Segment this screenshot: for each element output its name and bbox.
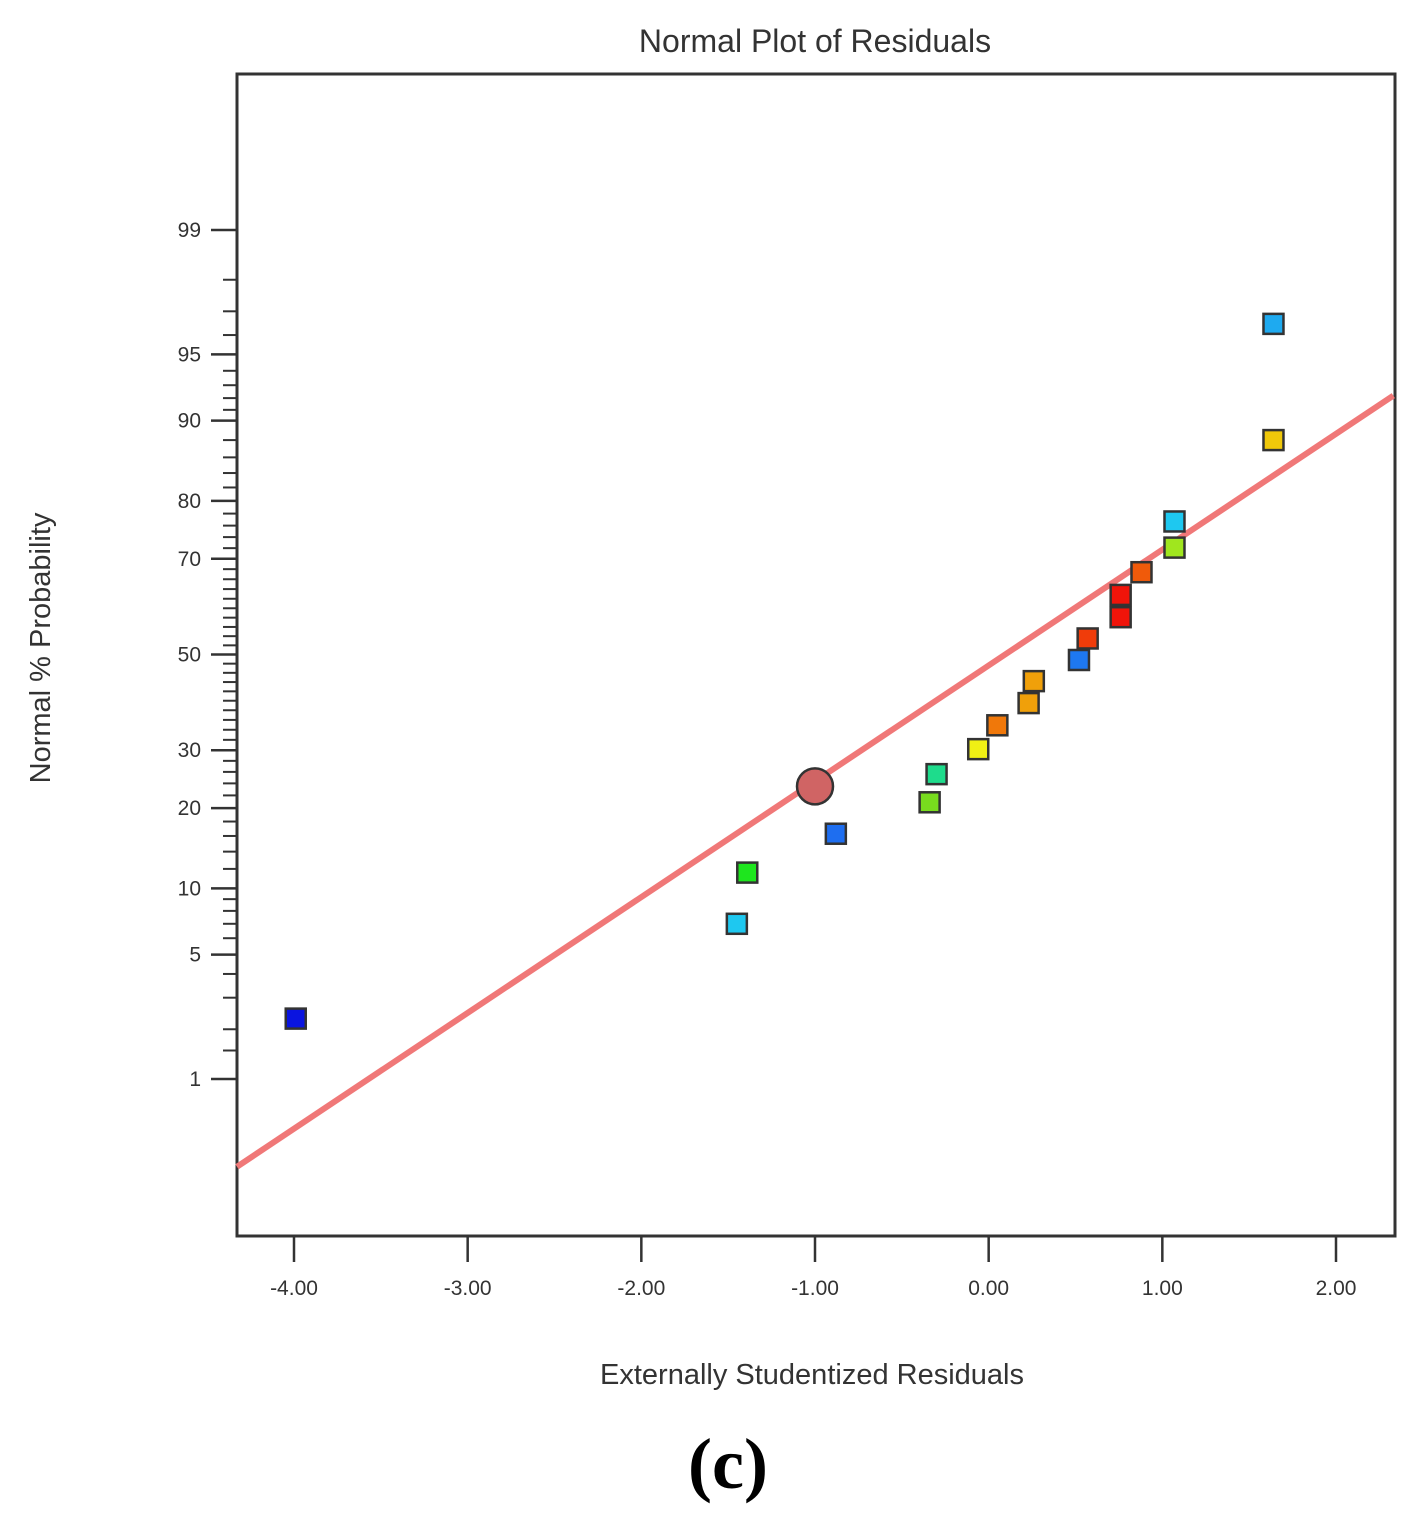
y-axis-label: Normal % Probability: [25, 512, 57, 783]
y-tick-label: 95: [178, 343, 201, 366]
data-point: [284, 1007, 307, 1030]
data-point: [1262, 312, 1285, 336]
y-tick-label: 20: [178, 797, 201, 820]
x-axis-ticks: -4.00 -3.00 -2.00 -1.00 0.00 1.00 2.00: [270, 1236, 1356, 1300]
x-tick-label: -4.00: [270, 1277, 318, 1300]
x-tick-label: 2.00: [1316, 1277, 1357, 1300]
data-point: [1163, 536, 1186, 559]
y-axis-ticks: 99 95 90 80 70 50 30 20 10 5 1: [178, 219, 237, 1091]
data-point: [966, 737, 990, 761]
data-point: [918, 791, 941, 814]
data-point: [1109, 583, 1132, 607]
y-axis-minor-ticks: [223, 278, 237, 1052]
y-tick-label: 50: [178, 644, 201, 667]
x-tick-label: -1.00: [791, 1277, 839, 1300]
data-point: [1076, 627, 1099, 650]
data-point: [925, 762, 948, 786]
y-tick-label: 10: [178, 877, 201, 900]
data-point: [725, 912, 749, 936]
y-tick-label: 1: [189, 1068, 201, 1091]
data-point: [1017, 691, 1040, 715]
y-tick-label: 30: [178, 739, 201, 762]
figure-caption: (c): [688, 1424, 768, 1504]
x-tick-label: 1.00: [1142, 1277, 1183, 1300]
highlighted-point: [795, 767, 835, 806]
x-tick-label: -3.00: [444, 1277, 492, 1300]
x-axis-label: Externally Studentized Residuals: [600, 1359, 1024, 1391]
plot-area: [235, 72, 1397, 1238]
data-point: [736, 861, 759, 884]
chart-title: Normal Plot of Residuals: [639, 23, 991, 59]
y-tick-label: 5: [189, 944, 201, 967]
data-point: [1130, 560, 1153, 584]
data-point: [1067, 648, 1091, 672]
data-point: [1022, 669, 1046, 693]
data-point: [824, 822, 848, 845]
y-tick-label: 99: [178, 219, 201, 242]
x-tick-label: 0.00: [968, 1277, 1009, 1300]
residual-points: [284, 312, 1285, 1030]
x-tick-label: -2.00: [617, 1277, 665, 1300]
data-point: [1163, 510, 1186, 533]
data-point: [1109, 605, 1132, 629]
data-point: [1262, 428, 1285, 452]
y-tick-label: 80: [178, 490, 201, 513]
data-point: [986, 714, 1009, 737]
y-tick-label: 90: [178, 410, 201, 433]
y-tick-label: 70: [178, 548, 201, 571]
